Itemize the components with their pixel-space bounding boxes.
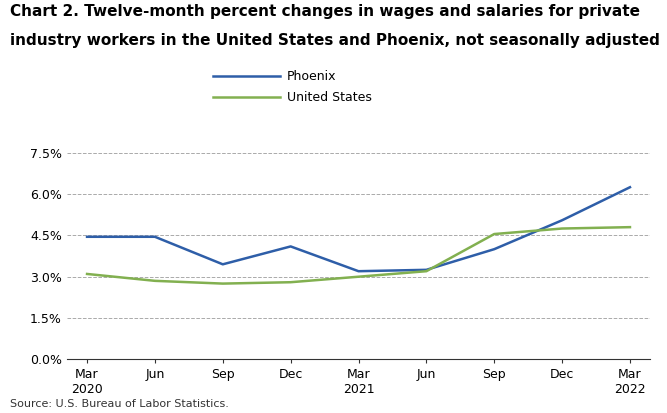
Text: United States: United States [287,90,372,104]
Text: Source: U.S. Bureau of Labor Statistics.: Source: U.S. Bureau of Labor Statistics. [10,399,229,409]
Text: Chart 2. Twelve-month percent changes in wages and salaries for private: Chart 2. Twelve-month percent changes in… [10,4,640,19]
Text: Phoenix: Phoenix [287,70,336,83]
Text: industry workers in the United States and Phoenix, not seasonally adjusted: industry workers in the United States an… [10,33,660,48]
